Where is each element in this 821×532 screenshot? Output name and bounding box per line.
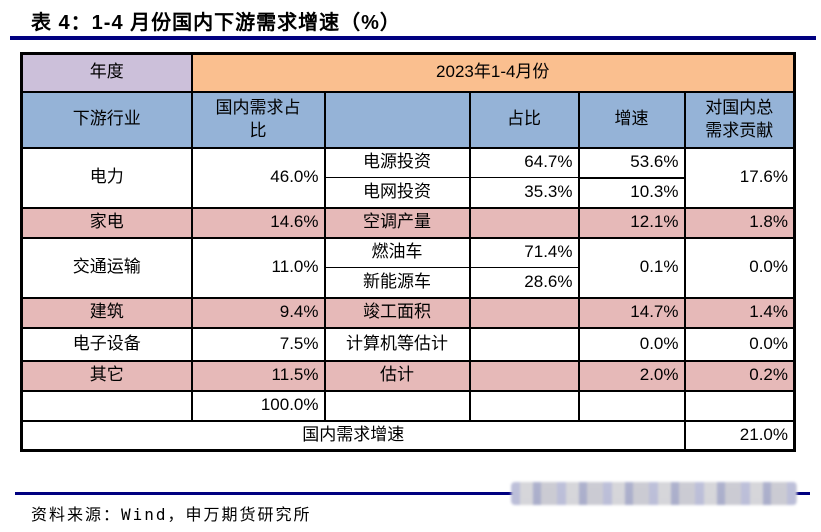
header-cell-year: 年度 (20, 52, 193, 93)
cell-sub-industry: 新能源车 (323, 267, 471, 299)
cell-domestic-share: 9.4% (190, 296, 326, 329)
demand-growth-table: 年度 2023年1-4月份 下游行业 国内需求占比 占比 增速 对国内总需求贡献… (20, 52, 796, 452)
cell-contribution: 0.0% (683, 236, 796, 299)
header-cell-share: 占比 (468, 90, 580, 149)
cell-domestic-share: 100.0% (190, 389, 326, 422)
cell-contribution: 0.0% (683, 326, 796, 362)
table-row: 电网投资 35.3% 10.3% (22, 176, 795, 209)
cell-industry: 交通运输 (20, 236, 193, 299)
summary-value-cell: 21.0% (683, 419, 796, 452)
header-cell-contribution: 对国内总需求贡献 (683, 90, 796, 149)
cell-share: 28.6% (468, 267, 580, 299)
cell-sub-industry: 空调产量 (323, 206, 471, 239)
cell-share (468, 206, 580, 239)
cell-industry: 电子设备 (20, 326, 193, 362)
cell-growth: 0.1% (577, 236, 686, 299)
cell-sub-industry (323, 389, 471, 422)
cell-growth: 0.0% (577, 326, 686, 362)
cell-sub-industry: 电源投资 (323, 146, 471, 178)
cell-share (468, 389, 580, 422)
cell-contribution: 1.8% (683, 206, 796, 239)
table-row: 建筑 9.4% 竣工面积 14.7% 1.4% (20, 296, 796, 329)
summary-label-cell: 国内需求增速 (20, 419, 686, 452)
header-row-columns: 下游行业 国内需求占比 占比 增速 对国内总需求贡献 (20, 90, 796, 149)
header-cell-sub-industry (323, 90, 471, 149)
cell-growth (577, 389, 686, 422)
cell-domestic-share: 46.0% (190, 146, 326, 209)
table-row: 100.0% (20, 389, 796, 422)
cell-domestic-share: 7.5% (190, 326, 326, 362)
cell-share: 35.3% (468, 177, 580, 209)
cell-growth: 14.7% (577, 296, 686, 329)
header-domestic-share-label: 国内需求占比 (215, 97, 301, 140)
cell-share (468, 296, 580, 329)
header-row-year: 年度 2023年1-4月份 (20, 52, 796, 93)
cell-contribution: 0.2% (683, 359, 796, 392)
cell-share: 64.7% (468, 146, 580, 178)
cell-sub-industry: 电网投资 (323, 177, 471, 209)
header-cell-growth: 增速 (577, 90, 686, 149)
cell-domestic-share: 11.5% (190, 359, 326, 392)
header-cell-industry: 下游行业 (20, 90, 193, 149)
cell-industry: 其它 (20, 359, 193, 392)
cell-share (468, 359, 580, 392)
cell-domestic-share: 14.6% (190, 206, 326, 239)
table-row: 新能源车 28.6% (22, 267, 795, 299)
table-row: 交通运输 11.0% 燃油车 71.4% 0.1% 0.0% (20, 236, 796, 299)
cell-domestic-share: 11.0% (190, 236, 326, 299)
summary-row: 国内需求增速 21.0% (20, 419, 796, 452)
header-cell-period: 2023年1-4月份 (190, 52, 796, 93)
cell-sub-industry: 估计 (323, 359, 471, 392)
table-row: 家电 14.6% 空调产量 12.1% 1.8% (20, 206, 796, 239)
cell-growth: 53.6% (577, 146, 686, 179)
cell-share (468, 326, 580, 362)
cell-growth: 12.1% (577, 206, 686, 239)
footer-divider-line (15, 492, 810, 495)
watermark-blur (511, 482, 797, 505)
source-note: 资料来源：Wind，申万期货研究所 (31, 505, 312, 524)
cell-sub-industry: 竣工面积 (323, 296, 471, 329)
cell-contribution: 1.4% (683, 296, 796, 329)
cell-growth: 10.3% (577, 176, 686, 209)
cell-contribution: 17.6% (683, 146, 796, 209)
table-title: 表 4：1-4 月份国内下游需求增速（%） (31, 12, 401, 34)
cell-share: 71.4% (468, 236, 580, 268)
table-row: 电力 46.0% 电源投资 64.7% 53.6% 17.6% (20, 146, 796, 209)
cell-industry: 电力 (20, 146, 193, 209)
cell-sub-industry: 计算机等估计 (323, 326, 471, 362)
header-contribution-label: 对国内总需求贡献 (705, 97, 774, 140)
cell-industry (20, 389, 193, 422)
cell-sub-industry: 燃油车 (323, 236, 471, 268)
cell-industry: 家电 (20, 206, 193, 239)
table-row: 电子设备 7.5% 计算机等估计 0.0% 0.0% (20, 326, 796, 362)
title-divider-line (10, 36, 816, 40)
cell-industry: 建筑 (20, 296, 193, 329)
cell-growth: 2.0% (577, 359, 686, 392)
header-cell-domestic-share: 国内需求占比 (190, 90, 326, 149)
cell-contribution (683, 389, 796, 422)
table-row: 其它 11.5% 估计 2.0% 0.2% (20, 359, 796, 392)
